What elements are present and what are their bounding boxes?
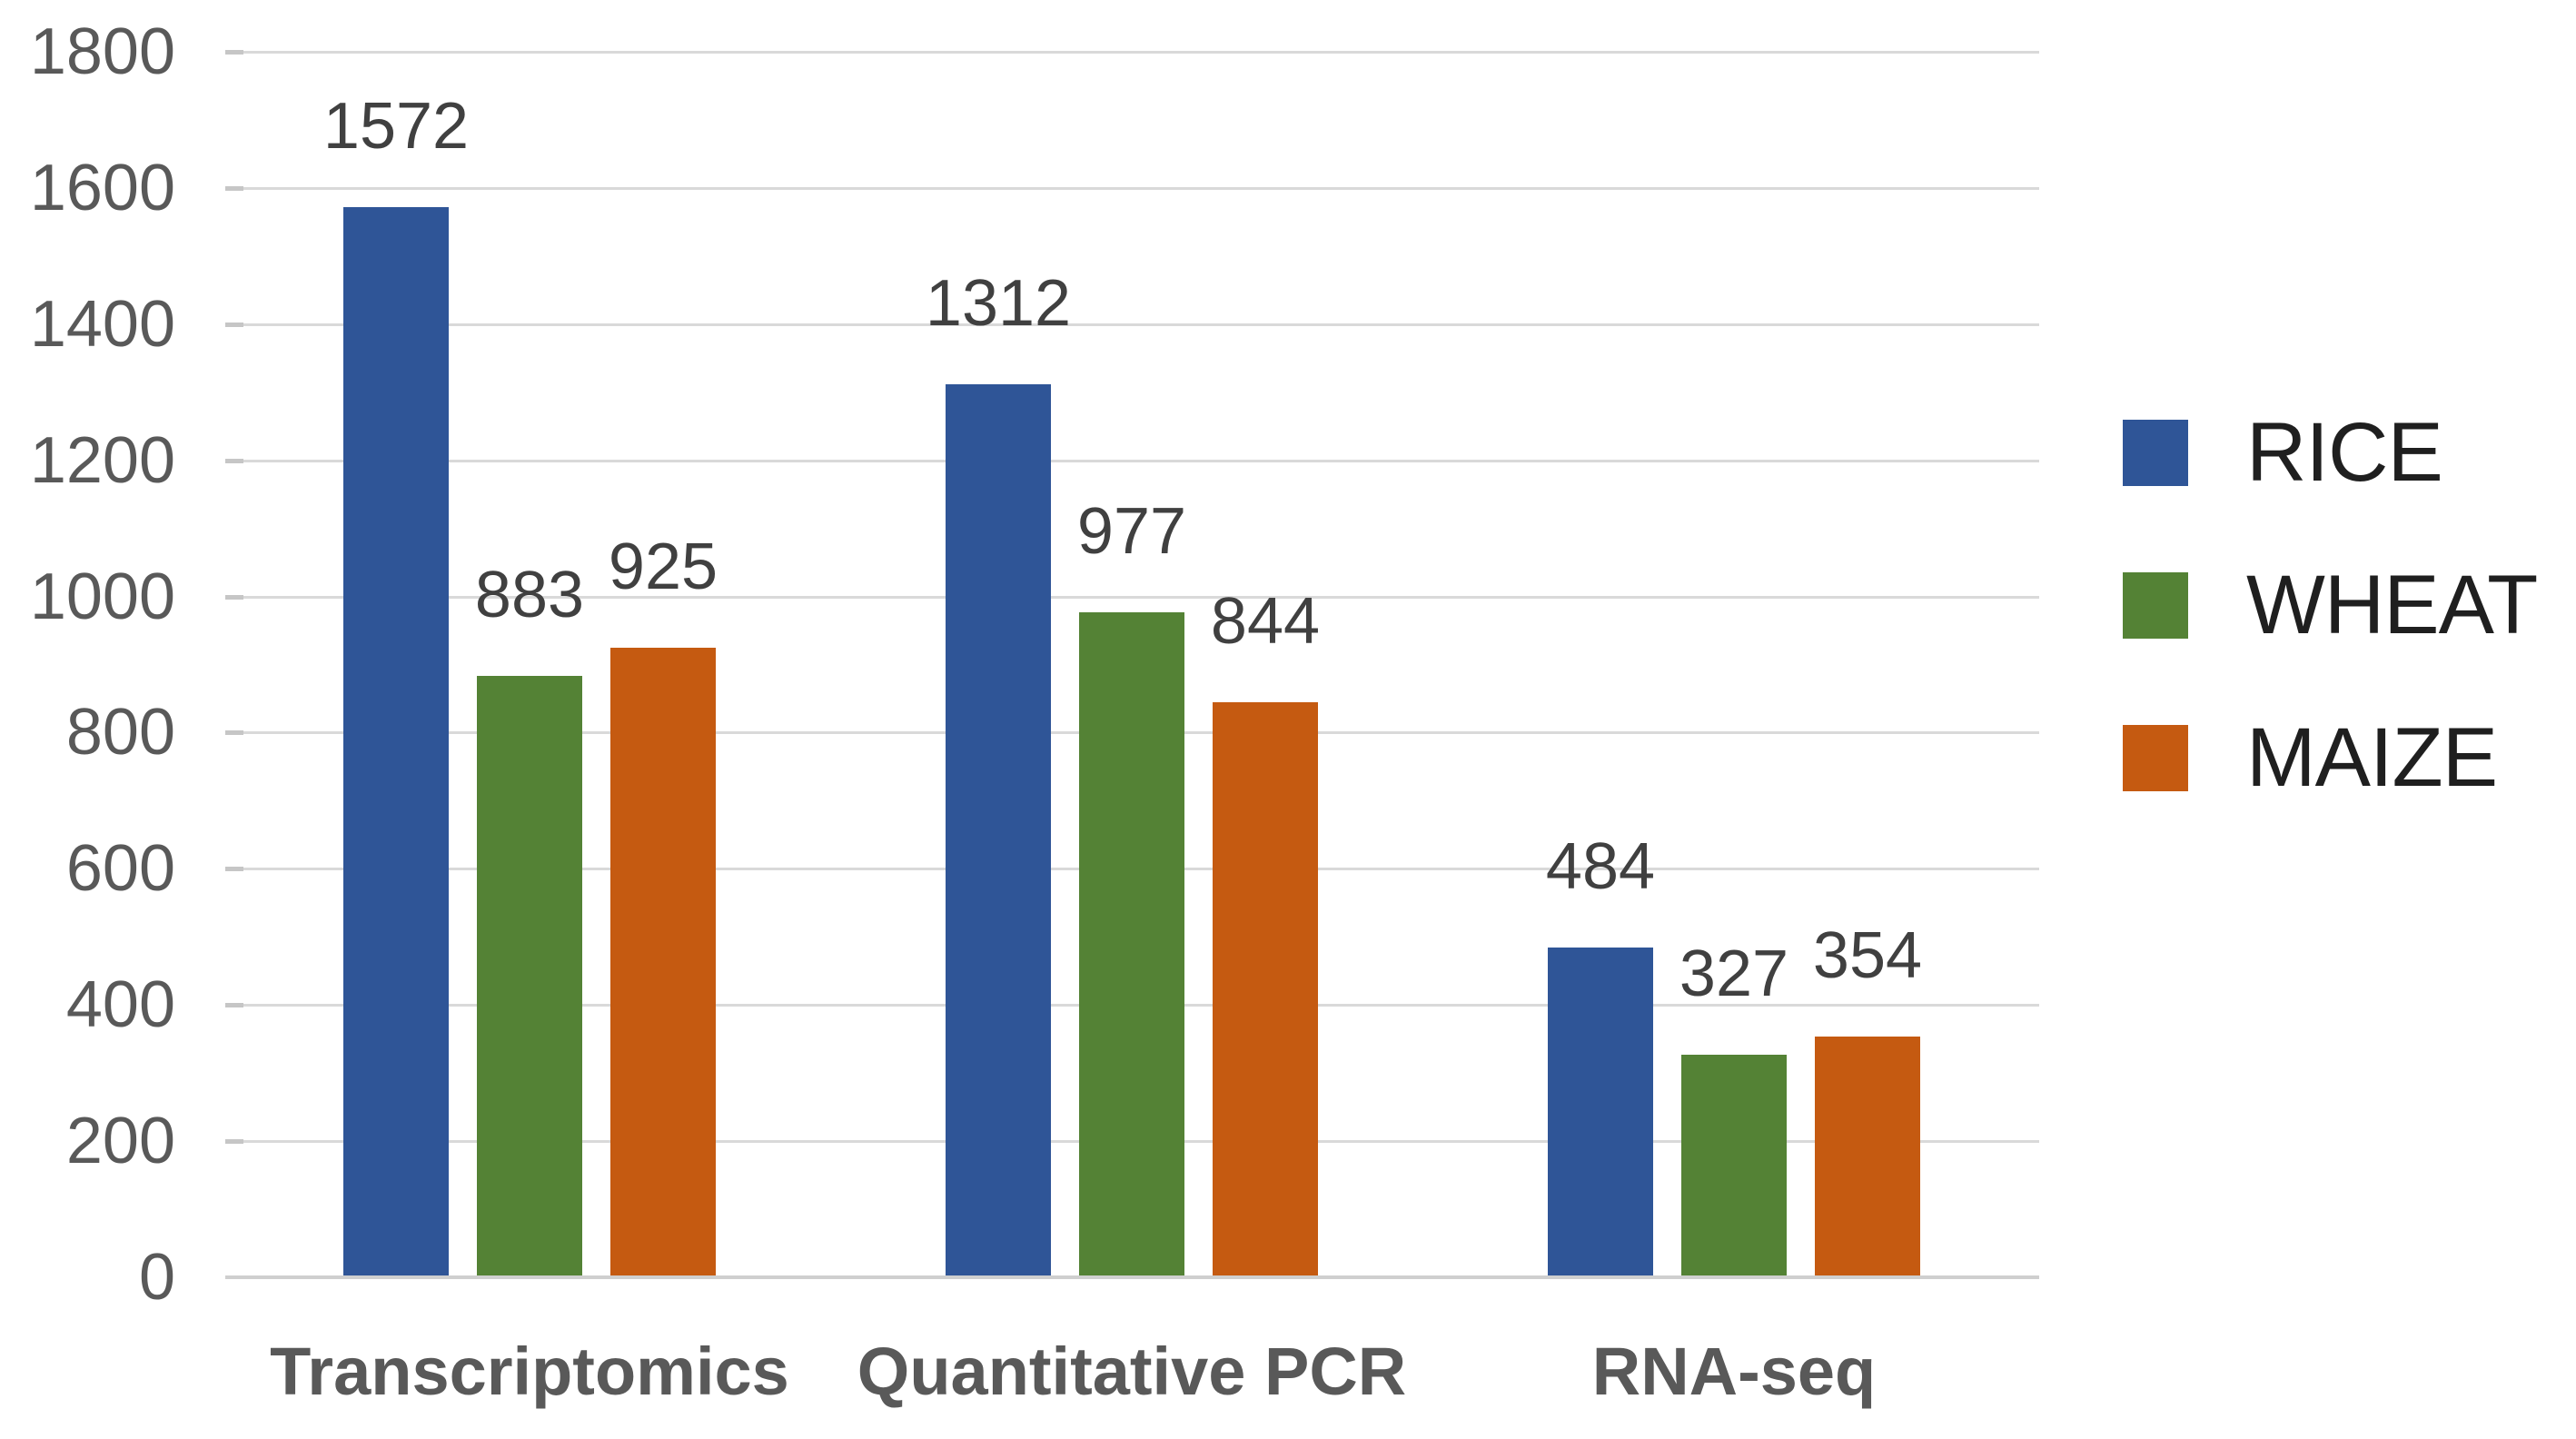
gridline [225,323,2039,326]
bar-maize-2 [1213,702,1318,1277]
y-axis-tick-label: 600 [65,832,175,906]
axis-tick [225,458,243,463]
data-label: 883 [474,559,585,631]
bar-wheat-3 [1681,1055,1787,1277]
axis-tick [225,1139,243,1145]
data-label: 327 [1679,938,1789,1010]
axis-tick [225,185,243,191]
data-label: 484 [1545,830,1656,903]
y-axis-tick-label: 0 [138,1241,175,1314]
gridline [225,595,2039,599]
legend-label: WHEAT [2246,559,2538,651]
bar-maize-1 [610,648,716,1277]
data-label: 1572 [322,90,470,163]
bar-rice-3 [1548,948,1653,1277]
y-axis-tick-label: 800 [65,696,175,769]
data-label: 925 [608,531,718,603]
y-axis-tick-label: 1000 [29,560,175,633]
bar-rice-1 [343,207,449,1277]
y-axis-tick-label: 1600 [29,151,175,224]
bar-wheat-2 [1079,612,1184,1277]
data-label: 354 [1812,919,1923,992]
x-axis-line [225,1275,2039,1279]
legend-swatch-icon [2123,420,2188,486]
bar-maize-3 [1815,1037,1920,1277]
category-label: Quantitative PCR [857,1334,1407,1409]
y-axis-tick-label: 1800 [29,15,175,88]
bar-rice-2 [946,384,1051,1277]
legend-swatch-icon [2123,725,2188,791]
y-axis-tick-label: 200 [65,1105,175,1178]
category-label: Transcriptomics [270,1334,789,1409]
legend-swatch-icon [2123,572,2188,639]
gridline [225,459,2039,462]
legend-label: RICE [2246,406,2443,499]
y-axis-tick-label: 400 [65,968,175,1042]
gridline [225,51,2039,54]
axis-tick [225,50,243,55]
axis-tick [225,1003,243,1008]
y-axis-tick-label: 1400 [29,287,175,361]
data-label: 844 [1210,585,1321,658]
axis-tick [225,594,243,600]
category-label: RNA-seq [1591,1334,1877,1409]
gridline [225,186,2039,190]
data-label: 977 [1076,495,1187,568]
legend-label: MAIZE [2246,711,2498,804]
axis-tick [225,730,243,736]
data-label: 1312 [925,267,1072,340]
axis-tick [225,867,243,872]
bar-wheat-1 [477,676,582,1277]
y-axis-tick-label: 1200 [29,423,175,497]
axis-tick [225,322,243,327]
